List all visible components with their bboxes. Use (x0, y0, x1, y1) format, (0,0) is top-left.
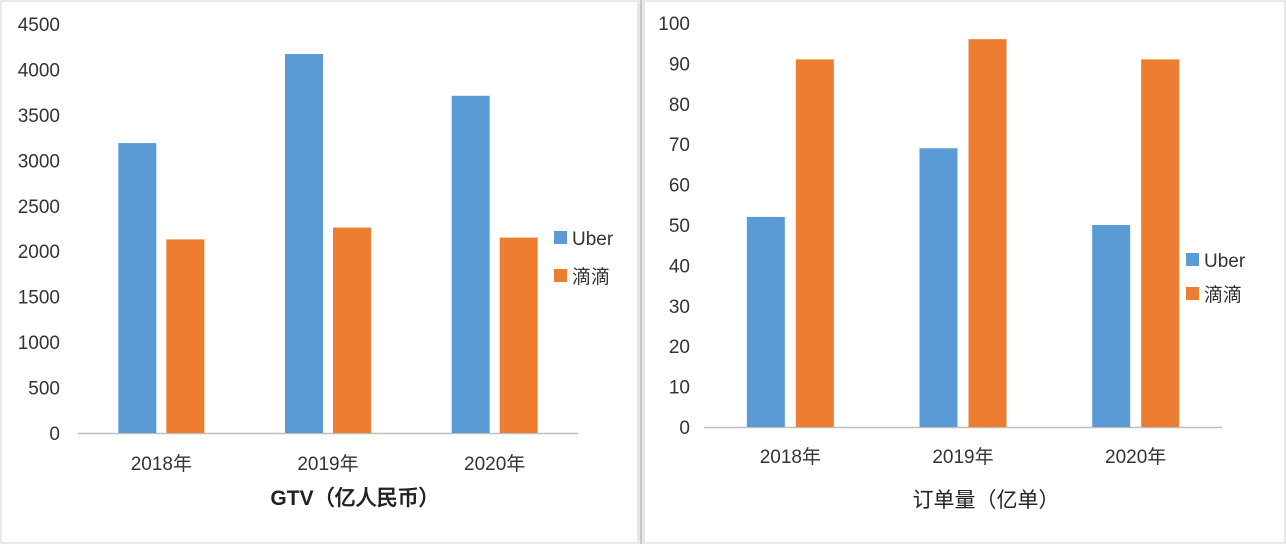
legend-label: 滴滴 (1204, 284, 1242, 306)
gtv-chart: 0 500 1000 1500 2000 2500 3000 3500 4000 4500 2018… (18, 15, 614, 510)
y-tick-label: 1000 (18, 333, 60, 354)
y-tick-label: 100 (658, 14, 690, 35)
x-category-label: 2019年 (932, 446, 993, 468)
legend-label: Uber (1204, 251, 1246, 272)
x-category-label: 2020年 (464, 453, 525, 475)
y-tick-label: 20 (669, 337, 690, 358)
y-tick-label: 1500 (18, 288, 60, 309)
y-tick-label: 4000 (18, 60, 60, 81)
bar-uber-0 (118, 143, 157, 433)
y-tick-label: 30 (669, 297, 690, 318)
bar-didi-2 (1141, 59, 1180, 428)
x-category-label: 2018年 (131, 453, 192, 475)
y-tick-label: 90 (669, 54, 690, 75)
legend-swatch-didi (554, 269, 567, 282)
y-tick-label: 2000 (18, 242, 60, 263)
y-tick-label: 0 (49, 424, 60, 445)
bar-uber-2 (451, 95, 490, 434)
y-tick-label: 80 (669, 95, 690, 116)
y-tick-label: 500 (28, 379, 60, 400)
bar-uber-1 (285, 53, 323, 433)
bar-didi-1 (333, 227, 371, 433)
bar-uber-1 (919, 148, 958, 428)
y-tick-label: 70 (669, 135, 690, 156)
legend-swatch-uber (554, 231, 567, 244)
x-axis-title: 订单量（亿单） (913, 489, 1060, 512)
bar-didi-0 (166, 239, 205, 433)
y-tick-label: 2500 (18, 197, 60, 218)
legend-swatch-didi (1186, 287, 1199, 300)
y-tick-label: 4500 (18, 15, 60, 36)
bar-didi-2 (499, 237, 538, 433)
bar-didi-1 (968, 39, 1007, 427)
y-tick-label: 10 (669, 378, 690, 399)
y-tick-label: 3000 (18, 151, 60, 172)
y-tick-label: 0 (679, 418, 690, 439)
orders-chart: 0 10 20 30 40 50 60 70 80 90 100 2018年 2019年 2020年 Ube… (658, 14, 1246, 512)
x-category-label: 2020年 (1105, 446, 1166, 468)
legend-swatch-uber (1186, 253, 1199, 266)
right-panel-border (643, 0, 1286, 544)
x-category-label: 2019年 (297, 453, 358, 475)
bar-didi-0 (795, 59, 834, 428)
y-tick-label: 40 (669, 256, 690, 277)
y-tick-label: 50 (669, 216, 690, 237)
bar-uber-2 (1092, 225, 1131, 427)
y-tick-label: 60 (669, 176, 690, 197)
bar-uber-0 (746, 216, 785, 427)
x-axis-title: GTV（亿人民币） (270, 486, 439, 510)
y-tick-label: 3500 (18, 106, 60, 127)
legend-label: 滴滴 (572, 266, 610, 288)
legend-label: Uber (572, 229, 614, 250)
left-panel-border (0, 0, 639, 544)
x-category-label: 2018年 (760, 446, 821, 468)
